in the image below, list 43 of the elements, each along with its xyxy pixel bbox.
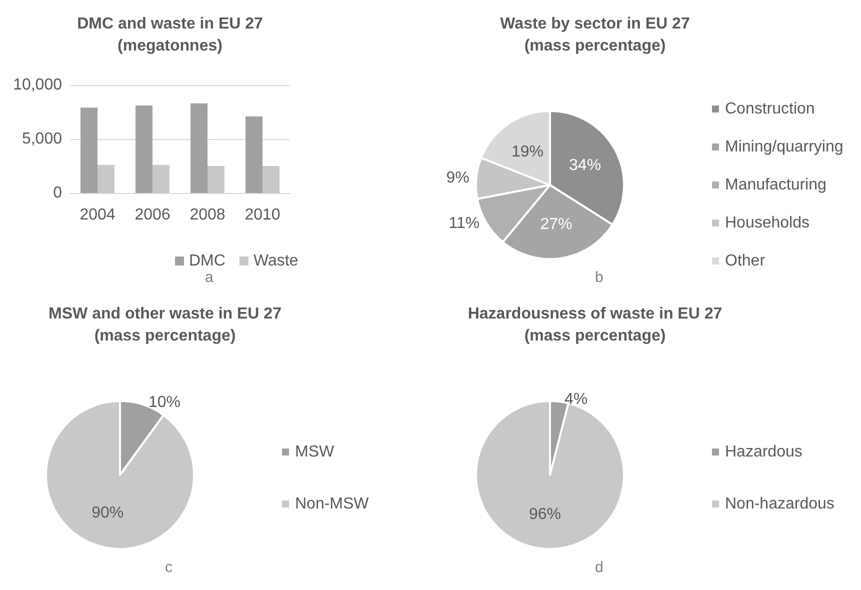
legend-label: Hazardous — [725, 444, 802, 460]
chart-title: MSW and other waste in EU 27 (mass percentage) — [48, 306, 282, 344]
legend-label: Households — [725, 214, 810, 232]
text: d — [595, 559, 604, 576]
data-label: 10% — [148, 394, 181, 412]
legend-label: DMC — [189, 252, 226, 270]
legend-label: Non-MSW — [295, 496, 370, 512]
x-tick-label: 2006 — [134, 206, 170, 224]
data-label: 27% — [540, 216, 572, 234]
data-label: 19% — [512, 143, 544, 160]
x-tick-label: 2010 — [244, 206, 280, 224]
y-tick-label: 5,000 — [22, 130, 62, 148]
legend-label: Other — [725, 252, 766, 270]
bar — [190, 103, 208, 193]
text: a — [205, 269, 214, 286]
legend-label: Waste — [253, 252, 298, 270]
data-label: 4% — [564, 391, 588, 408]
data-label: 9% — [446, 169, 470, 186]
chart-title: Hazardousness of waste in EU 27 (mass percentage) — [468, 306, 722, 344]
legend-label: MSW — [295, 444, 335, 460]
chart-title: DMC and waste in EU 27 (megatonnes) — [77, 16, 264, 54]
legend-label: Construction — [725, 100, 815, 118]
bar — [98, 164, 114, 193]
y-tick-label: 0 — [53, 184, 62, 202]
data-label: 34% — [569, 157, 602, 174]
legend-label: Manufacturing — [725, 176, 826, 194]
legend-label: Non-hazardous — [725, 496, 834, 512]
bar — [208, 166, 224, 193]
y-tick-label: 10,000 — [13, 76, 62, 94]
data-label: 11% — [448, 215, 480, 232]
legend-label: Mining/quarrying — [725, 138, 844, 156]
chart-title: Waste by sector in EU 27 (mass percentage) — [500, 16, 690, 54]
text: b — [595, 269, 604, 286]
x-tick-label: 2004 — [80, 206, 116, 224]
data-label: 96% — [528, 506, 561, 524]
bar — [136, 106, 152, 193]
bar — [80, 108, 98, 193]
data-label: 90% — [92, 504, 124, 522]
bar — [262, 166, 280, 193]
text: c — [165, 559, 173, 576]
bar — [246, 116, 262, 193]
bar — [152, 164, 170, 193]
x-tick-label: 2008 — [190, 206, 226, 224]
